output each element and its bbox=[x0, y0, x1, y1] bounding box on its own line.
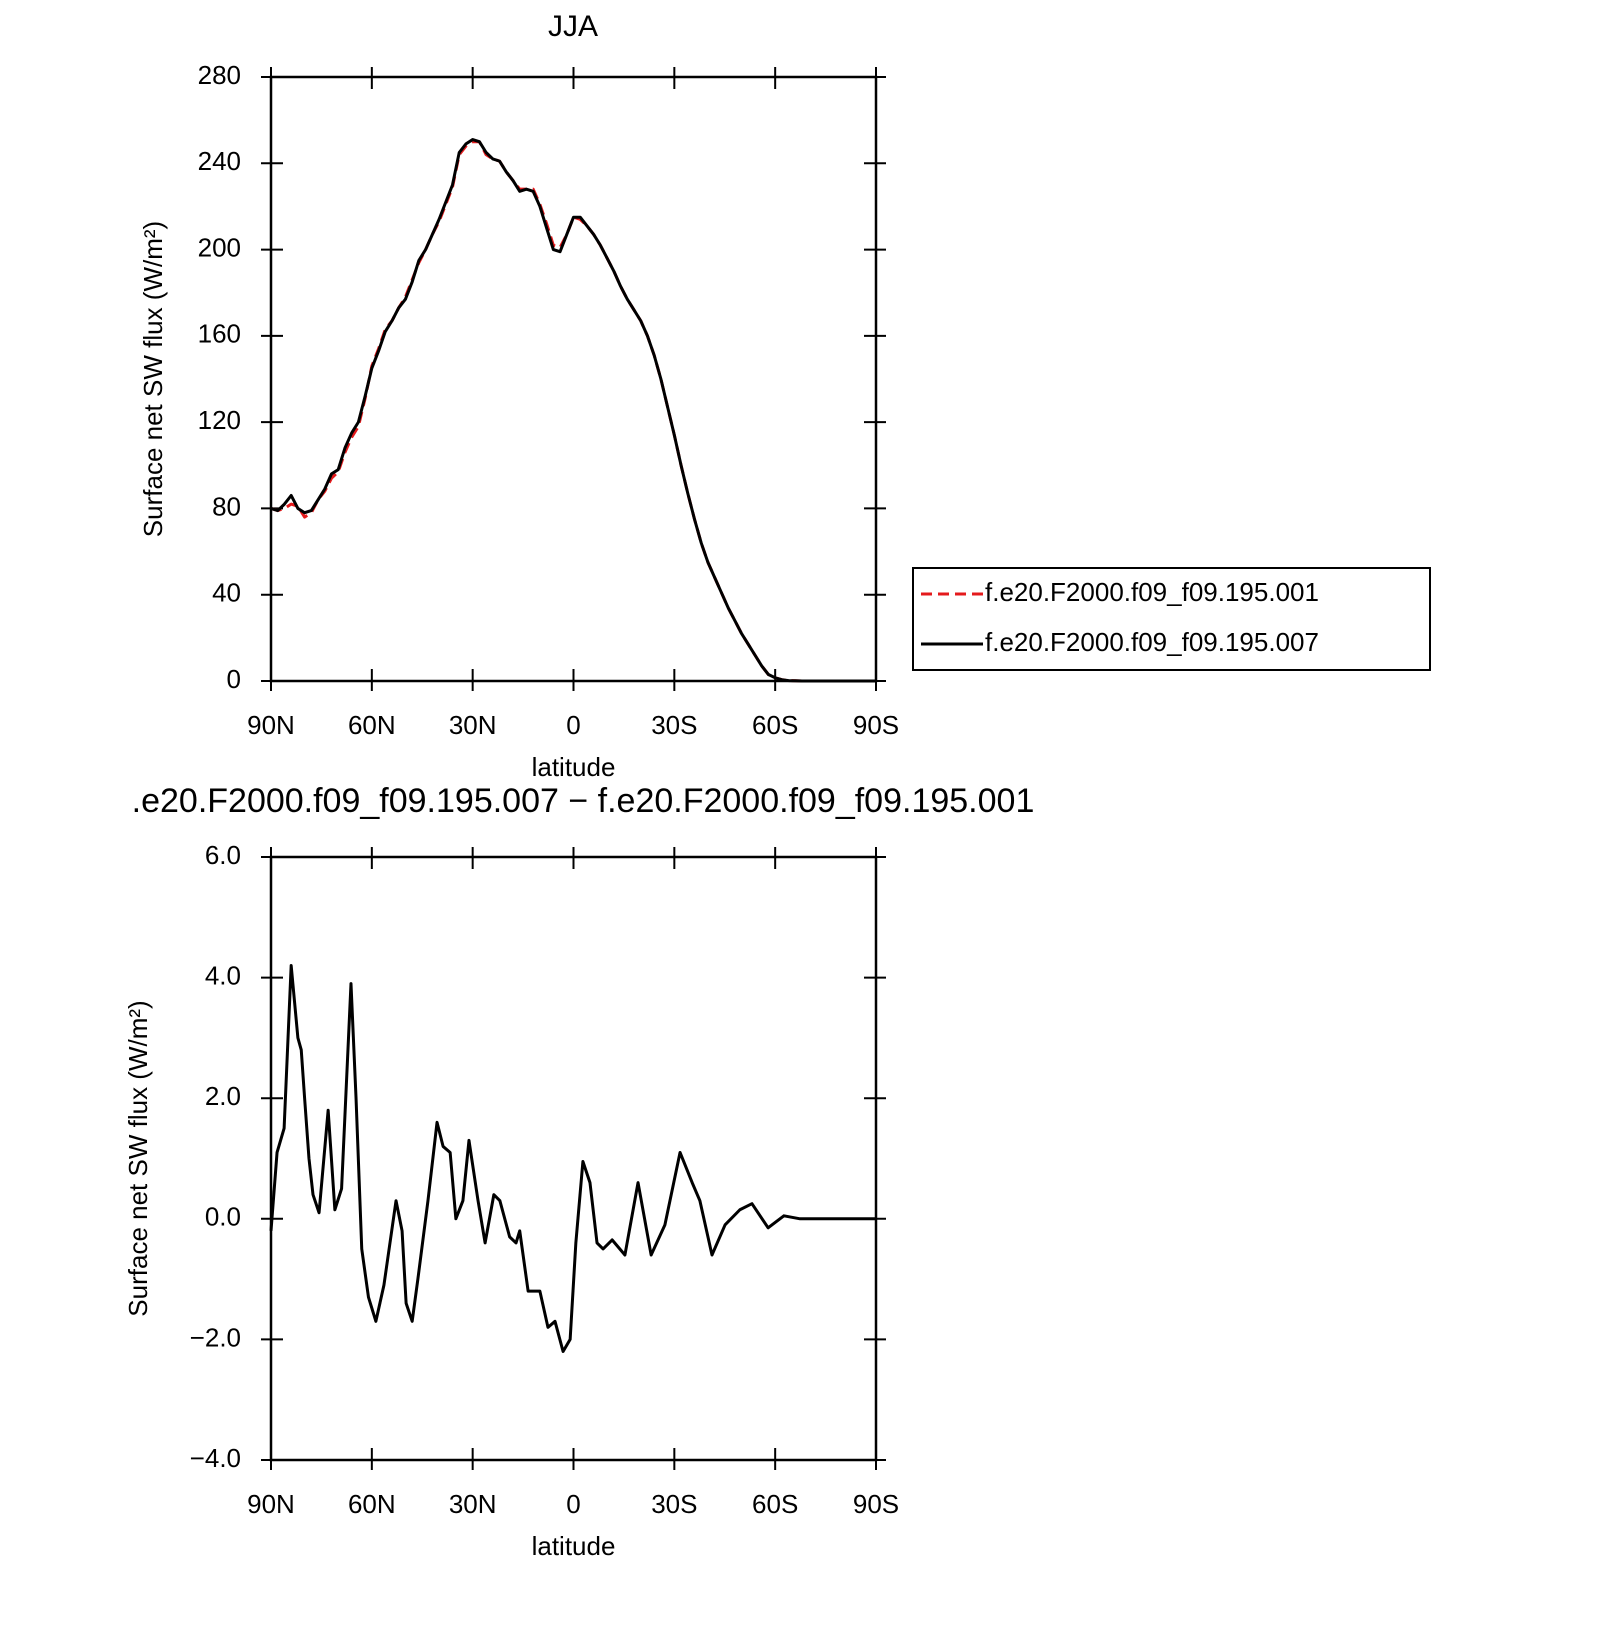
x-tick-label: 0 bbox=[566, 1489, 580, 1519]
legend-label: f.e20.F2000.f09_f09.195.001 bbox=[985, 577, 1319, 607]
x-tick-label: 30S bbox=[651, 1489, 697, 1519]
legend-label: f.e20.F2000.f09_f09.195.007 bbox=[985, 627, 1319, 657]
y-tick-label: 0 bbox=[227, 664, 241, 694]
y-tick-label: 160 bbox=[198, 319, 241, 349]
x-tick-label: 90S bbox=[853, 1489, 899, 1519]
y-tick-label: 2.0 bbox=[205, 1081, 241, 1111]
legend-box bbox=[912, 567, 1431, 671]
chart-title: .e20.F2000.f09_f09.195.007 − f.e20.F2000… bbox=[132, 782, 1035, 820]
y-tick-label: −4.0 bbox=[190, 1443, 241, 1473]
x-tick-label: 60N bbox=[348, 1489, 396, 1519]
x-tick-label: 30N bbox=[449, 710, 497, 740]
data-line bbox=[269, 964, 876, 1353]
y-tick-label: 40 bbox=[212, 578, 241, 608]
y-tick-label: −2.0 bbox=[190, 1322, 241, 1352]
y-tick-label: 0.0 bbox=[205, 1202, 241, 1232]
x-tick-label: 90S bbox=[853, 710, 899, 740]
y-tick-label: 240 bbox=[198, 146, 241, 176]
x-tick-label: 90N bbox=[247, 710, 295, 740]
x-tick-label: 90N bbox=[247, 1489, 295, 1519]
series-line bbox=[270, 138, 876, 683]
plot-frame bbox=[269, 855, 878, 1462]
y-tick-label: 80 bbox=[212, 491, 241, 521]
chart-title: JJA bbox=[548, 10, 598, 43]
x-axis-label: latitude bbox=[532, 1531, 616, 1561]
y-tick-label: 280 bbox=[198, 60, 241, 90]
y-tick-label: 6.0 bbox=[205, 840, 241, 870]
y-tick-label: 200 bbox=[198, 232, 241, 262]
x-tick-label: 30N bbox=[449, 1489, 497, 1519]
y-tick-label: 120 bbox=[198, 405, 241, 435]
y-axis-label: Surface net SW flux (W/m²) bbox=[123, 1000, 153, 1316]
plot-frame bbox=[269, 75, 878, 683]
x-tick-label: 60S bbox=[752, 1489, 798, 1519]
x-axis-label: latitude bbox=[532, 752, 616, 782]
x-tick-label: 0 bbox=[566, 710, 580, 740]
x-tick-label: 60N bbox=[348, 710, 396, 740]
x-tick-label: 30S bbox=[651, 710, 697, 740]
x-tick-label: 60S bbox=[752, 710, 798, 740]
y-tick-label: 4.0 bbox=[205, 960, 241, 990]
y-axis-label: Surface net SW flux (W/m²) bbox=[138, 221, 168, 537]
